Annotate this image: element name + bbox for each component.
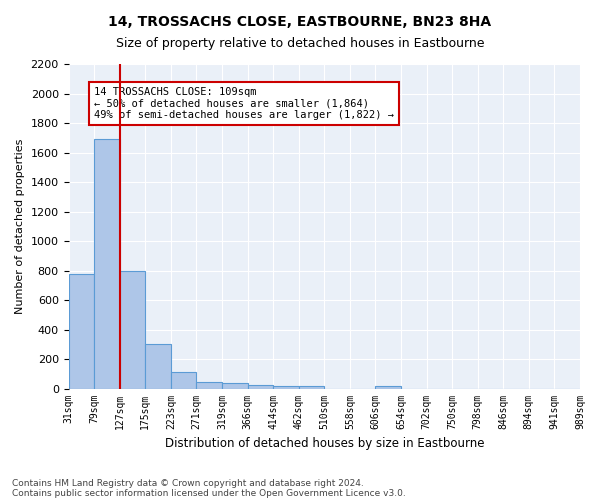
Bar xyxy=(299,386,324,388)
Text: Contains public sector information licensed under the Open Government Licence v3: Contains public sector information licen… xyxy=(12,488,406,498)
Bar xyxy=(376,386,401,388)
Bar xyxy=(196,382,222,388)
Bar xyxy=(119,270,145,388)
Text: Contains HM Land Registry data © Crown copyright and database right 2024.: Contains HM Land Registry data © Crown c… xyxy=(12,478,364,488)
Bar xyxy=(248,385,273,388)
Text: 14, TROSSACHS CLOSE, EASTBOURNE, BN23 8HA: 14, TROSSACHS CLOSE, EASTBOURNE, BN23 8H… xyxy=(109,15,491,29)
Bar xyxy=(171,372,196,388)
Text: Size of property relative to detached houses in Eastbourne: Size of property relative to detached ho… xyxy=(116,38,484,51)
Bar xyxy=(145,344,171,389)
X-axis label: Distribution of detached houses by size in Eastbourne: Distribution of detached houses by size … xyxy=(164,437,484,450)
Bar xyxy=(222,384,248,388)
Text: 14 TROSSACHS CLOSE: 109sqm
← 50% of detached houses are smaller (1,864)
49% of s: 14 TROSSACHS CLOSE: 109sqm ← 50% of deta… xyxy=(94,86,394,120)
Bar xyxy=(273,386,299,388)
Bar xyxy=(94,139,119,388)
Bar xyxy=(68,274,94,388)
Y-axis label: Number of detached properties: Number of detached properties xyxy=(15,138,25,314)
